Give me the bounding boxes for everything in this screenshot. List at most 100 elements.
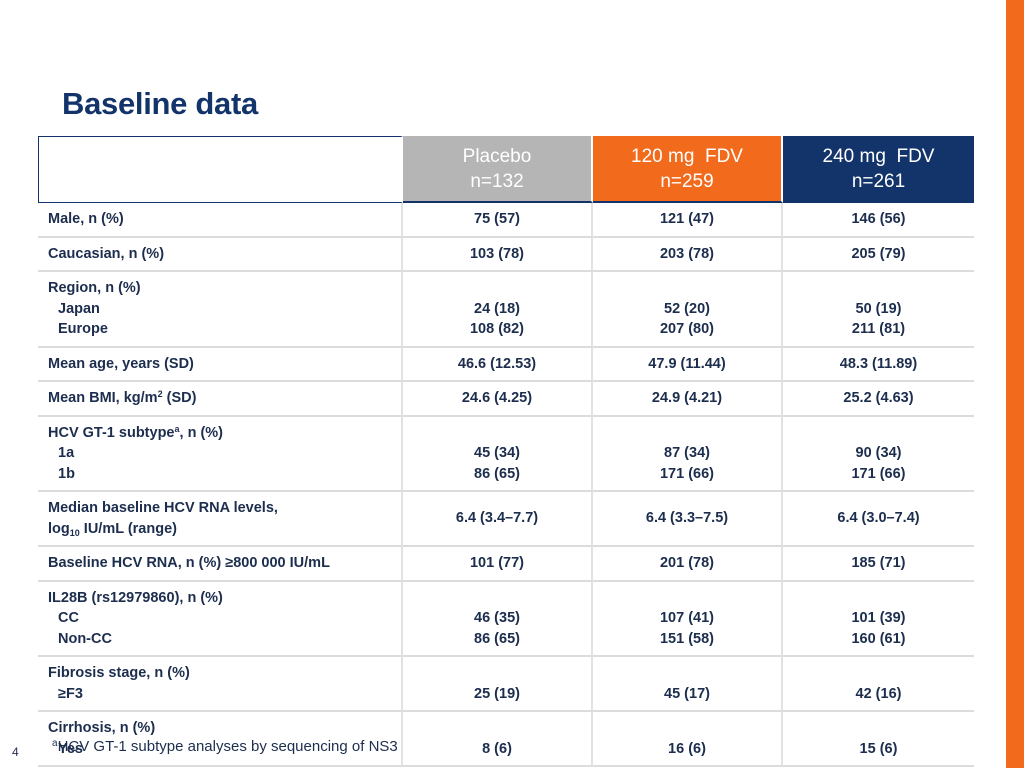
cell-240mg: 101 (39) 160 (61)	[783, 581, 974, 657]
row-label-group: Mean BMI, kg/m2 (SD)	[38, 382, 403, 417]
cell-120mg: 45 (17)	[593, 657, 783, 712]
row-label-group: IL28B (rs12979860), n (%) CC Non-CC	[38, 581, 403, 657]
table-row-fibrosis: Fibrosis stage, n (%) ≥F3 25 (19) 45 (17…	[38, 657, 974, 712]
row-label: Caucasian, n (%)	[38, 237, 403, 272]
cell-value: 207 (80)	[659, 321, 714, 337]
cell-240mg: 42 (16)	[783, 657, 974, 712]
page-number: 4	[12, 745, 19, 759]
header-blank-cell	[38, 136, 403, 203]
cell-placebo: 25 (19)	[403, 657, 593, 712]
cell-120mg: 24.9 (4.21)	[593, 382, 783, 417]
cell-240mg: 50 (19) 211 (81)	[783, 272, 974, 348]
header-240mg-group: 240 mg FDV	[822, 145, 935, 167]
cell-240mg: 90 (34) 171 (66)	[783, 416, 974, 492]
cell-placebo: 24 (18) 108 (82)	[403, 272, 593, 348]
table-row-male: Male, n (%) 75 (57) 121 (47) 146 (56)	[38, 203, 974, 238]
header-240mg-n: n=261	[851, 170, 906, 192]
table-row-caucasian: Caucasian, n (%) 103 (78) 203 (78) 205 (…	[38, 237, 974, 272]
cell-value: 211 (81)	[851, 321, 906, 337]
row-label-superscript: 2	[157, 389, 163, 399]
row-sublabel: 1b	[58, 465, 75, 482]
table-row-hcv-subtype: HCV GT-1 subtypea, n (%) 1a 1b 45 (34) 8…	[38, 416, 974, 492]
row-sublabel: 1a	[58, 445, 75, 461]
cell-120mg: 203 (78)	[593, 237, 783, 272]
cell-120mg: 6.4 (3.3–7.5)	[593, 492, 783, 547]
cell-value: 171 (66)	[659, 465, 714, 482]
row-label-group: Fibrosis stage, n (%) ≥F3	[38, 657, 403, 712]
table-header-row: Placebo n=132 120 mg FDV n=259 240 mg FD…	[38, 136, 974, 203]
row-label: Mean BMI, kg/m	[48, 390, 158, 406]
row-label-group: Median baseline HCV RNA levels, log10 IU…	[38, 492, 403, 547]
cell-value: 160 (61)	[851, 630, 906, 647]
row-label-suffix: , n (%)	[179, 424, 224, 441]
cell-value: 151 (58)	[659, 630, 714, 647]
header-120mg-fdv: 120 mg FDV n=259	[593, 136, 783, 203]
row-sublabel: CC	[58, 610, 79, 626]
header-240mg-fdv: 240 mg FDV n=261	[783, 136, 974, 203]
cell-240mg: 185 (71)	[783, 547, 974, 582]
slide-title: Baseline data	[62, 86, 258, 121]
cell-value: 50 (19)	[855, 300, 902, 317]
row-label-suffix: IU/mL (range)	[79, 520, 177, 537]
header-placebo: Placebo n=132	[403, 136, 593, 203]
row-label-group: HCV GT-1 subtypea, n (%) 1a 1b	[38, 416, 403, 492]
cell-placebo: 46 (35) 86 (65)	[403, 581, 593, 657]
cell-120mg: 201 (78)	[593, 547, 783, 582]
cell-240mg: 146 (56)	[783, 203, 974, 238]
row-sublabel: Europe	[58, 321, 108, 337]
row-label: Cirrhosis, n (%)	[48, 720, 156, 736]
row-label-superscript: a	[174, 423, 180, 434]
table-row-region: Region, n (%) Japan Europe 24 (18) 108 (…	[38, 272, 974, 348]
header-120mg-group: 120 mg FDV	[631, 145, 743, 167]
row-label-group: Cirrhosis, n (%) Yes	[38, 712, 403, 767]
cell-240mg: 48.3 (11.89)	[783, 347, 974, 382]
cell-value: 87 (34)	[664, 445, 710, 461]
row-sublabel: Japan	[58, 300, 100, 317]
cell-placebo: 45 (34) 86 (65)	[403, 416, 593, 492]
cell-120mg: 16 (6)	[593, 712, 783, 767]
cell-placebo: 101 (77)	[403, 547, 593, 582]
header-placebo-n: n=132	[470, 170, 524, 192]
row-label-log: log	[48, 520, 70, 537]
accent-bar	[1006, 0, 1024, 768]
cell-placebo: 46.6 (12.53)	[403, 347, 593, 382]
cell-value: 45 (34)	[474, 445, 520, 461]
table-row-cirrhosis: Cirrhosis, n (%) Yes 8 (6) 16 (6) 15 (6)	[38, 712, 974, 767]
baseline-data-table: Placebo n=132 120 mg FDV n=259 240 mg FD…	[38, 136, 974, 767]
table-row-il28b: IL28B (rs12979860), n (%) CC Non-CC 46 (…	[38, 581, 974, 657]
cell-240mg: 15 (6)	[783, 712, 974, 767]
row-label-line: log10 IU/mL (range)	[48, 519, 393, 540]
cell-value: 24 (18)	[474, 300, 520, 317]
table-row-mean-age: Mean age, years (SD) 46.6 (12.53) 47.9 (…	[38, 347, 974, 382]
row-sublabel: ≥F3	[58, 685, 83, 702]
row-label: Baseline HCV RNA, n (%) ≥800 000 IU/mL	[38, 547, 403, 582]
row-label: Median baseline HCV RNA levels,	[48, 500, 278, 516]
cell-placebo: 103 (78)	[403, 237, 593, 272]
cell-120mg: 52 (20) 207 (80)	[593, 272, 783, 348]
accent-bar-top	[1006, 0, 1024, 130]
cell-240mg: 25.2 (4.63)	[783, 382, 974, 417]
table-row-baseline-rna: Baseline HCV RNA, n (%) ≥800 000 IU/mL 1…	[38, 547, 974, 582]
row-label: Mean age, years (SD)	[38, 347, 403, 382]
cell-120mg: 47.9 (11.44)	[593, 347, 783, 382]
cell-240mg: 6.4 (3.0–7.4)	[783, 492, 974, 547]
row-label: Region, n (%)	[48, 280, 141, 296]
cell-120mg: 87 (34) 171 (66)	[593, 416, 783, 492]
cell-120mg: 121 (47)	[593, 203, 783, 238]
row-sublabel: Yes	[58, 740, 83, 757]
cell-value: 46 (35)	[474, 610, 520, 626]
cell-value: 107 (41)	[659, 610, 714, 626]
footnote-text: HCV GT-1 subtype analyses by sequencing …	[57, 738, 398, 755]
table-row-rna-levels: Median baseline HCV RNA levels, log10 IU…	[38, 492, 974, 547]
row-label: HCV GT-1 subtype	[48, 424, 175, 441]
cell-placebo: 24.6 (4.25)	[403, 382, 593, 417]
row-label-line: HCV GT-1 subtypea, n (%)	[48, 423, 393, 444]
cell-value: 108 (82)	[469, 321, 524, 337]
footnote: aHCV GT-1 subtype analyses by sequencing…	[52, 738, 398, 755]
cell-value: 101 (39)	[851, 610, 906, 626]
row-label: Fibrosis stage, n (%)	[48, 665, 190, 681]
row-label-suffix: (SD)	[162, 390, 197, 406]
cell-120mg: 107 (41) 151 (58)	[593, 581, 783, 657]
header-120mg-n: n=259	[660, 170, 714, 192]
cell-value: 52 (20)	[664, 300, 710, 317]
